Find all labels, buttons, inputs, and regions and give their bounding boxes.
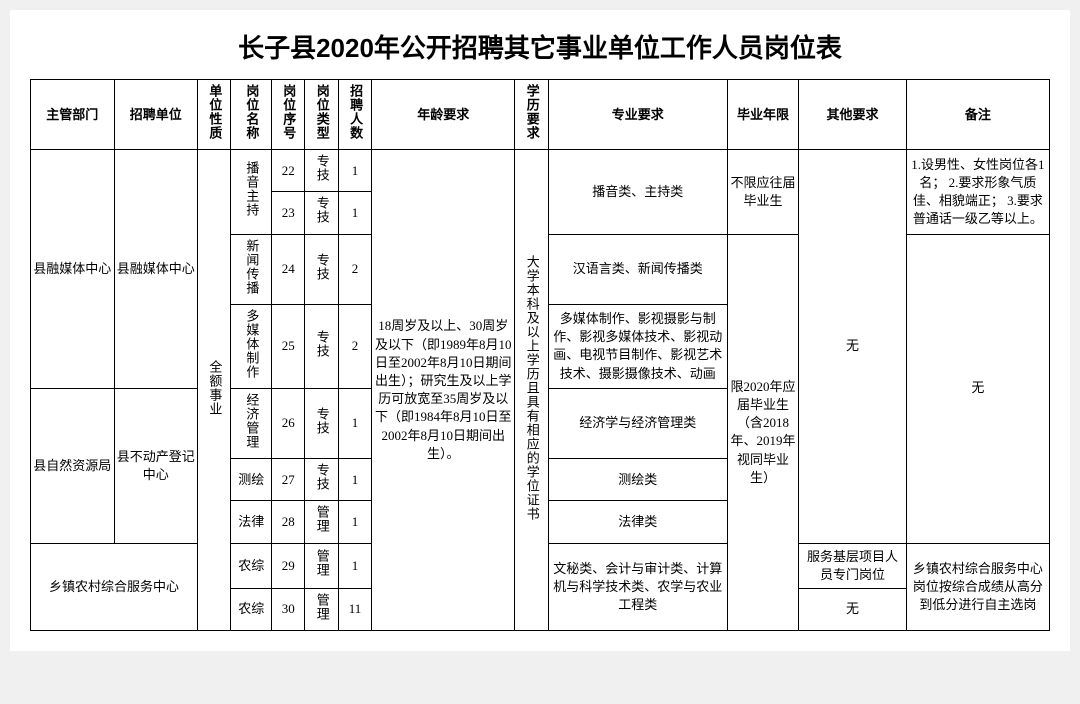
cell-seq: 27 [272,459,305,501]
cell-ptype: 专技 [305,459,338,501]
col-unit: 招聘单位 [114,80,198,150]
col-count: 招聘人数 [338,80,371,150]
col-note: 备注 [906,80,1049,150]
cell-note: 无 [906,234,1049,543]
cell-seq: 23 [272,192,305,234]
col-other: 其他要求 [799,80,906,150]
cell-pname: 测绘 [231,459,272,501]
cell-pname: 播音主持 [231,150,272,234]
cell-ptype: 管理 [305,588,338,630]
page-title: 长子县2020年公开招聘其它事业单位工作人员岗位表 [30,20,1050,79]
cell-ptype: 管理 [305,501,338,543]
cell-seq: 25 [272,304,305,388]
col-ptype: 岗位类型 [305,80,338,150]
col-age: 年龄要求 [372,80,515,150]
cell-edu: 大学本科及以上学历且具有相应的学位证书 [515,150,548,631]
cell-count: 1 [338,459,371,501]
cell-other: 服务基层项目人员专门岗位 [799,543,906,588]
cell-major: 汉语言类、新闻传播类 [548,234,727,304]
cell-major: 多媒体制作、影视摄影与制作、影视多媒体技术、影视动画、电视节目制作、影视艺术技术… [548,304,727,388]
cell-count: 11 [338,588,371,630]
cell-pname: 新闻传播 [231,234,272,304]
cell-unit: 县融媒体中心 [114,150,198,389]
cell-seq: 26 [272,388,305,458]
cell-seq: 29 [272,543,305,588]
table-row: 县融媒体中心 县融媒体中心 全额事业 播音主持 22 专技 1 18周岁及以上、… [31,150,1050,192]
cell-count: 1 [338,192,371,234]
cell-count: 1 [338,501,371,543]
col-seq: 岗位序号 [272,80,305,150]
cell-count: 2 [338,304,371,388]
cell-ptype: 专技 [305,150,338,192]
cell-seq: 24 [272,234,305,304]
cell-ptype: 管理 [305,543,338,588]
cell-other: 无 [799,150,906,543]
cell-pname: 多媒体制作 [231,304,272,388]
cell-nature: 全额事业 [198,150,231,631]
cell-ptype: 专技 [305,304,338,388]
cell-count: 1 [338,543,371,588]
document-page: 长子县2020年公开招聘其它事业单位工作人员岗位表 主管部门 招聘单位 单位性质… [10,10,1070,651]
col-edu: 学历要求 [515,80,548,150]
cell-dept: 乡镇农村综合服务中心 [31,543,198,631]
col-major: 专业要求 [548,80,727,150]
col-pname: 岗位名称 [231,80,272,150]
cell-pname: 农综 [231,543,272,588]
cell-dept: 县自然资源局 [31,388,115,543]
cell-pname: 经济管理 [231,388,272,458]
cell-major: 测绘类 [548,459,727,501]
cell-ptype: 专技 [305,388,338,458]
cell-dept: 县融媒体中心 [31,150,115,389]
cell-unit: 县不动产登记中心 [114,388,198,543]
cell-note: 乡镇农村综合服务中心岗位按综合成绩从高分到低分进行自主选岗 [906,543,1049,631]
cell-major: 经济学与经济管理类 [548,388,727,458]
cell-count: 1 [338,388,371,458]
cell-major: 播音类、主持类 [548,150,727,234]
cell-count: 1 [338,150,371,192]
col-nature: 单位性质 [198,80,231,150]
cell-grad: 限2020年应届毕业生（含2018年、2019年视同毕业生） [727,234,799,631]
table-header-row: 主管部门 招聘单位 单位性质 岗位名称 岗位序号 岗位类型 招聘人数 年龄要求 … [31,80,1050,150]
cell-seq: 30 [272,588,305,630]
cell-other: 无 [799,588,906,630]
col-grad: 毕业年限 [727,80,799,150]
cell-ptype: 专技 [305,192,338,234]
cell-pname: 法律 [231,501,272,543]
cell-grad: 不限应往届毕业生 [727,150,799,234]
positions-table: 主管部门 招聘单位 单位性质 岗位名称 岗位序号 岗位类型 招聘人数 年龄要求 … [30,79,1050,631]
cell-major: 法律类 [548,501,727,543]
cell-age: 18周岁及以上、30周岁及以下（即1989年8月10日至2002年8月10日期间… [372,150,515,631]
col-dept: 主管部门 [31,80,115,150]
cell-seq: 22 [272,150,305,192]
cell-major: 文秘类、会计与审计类、计算机与科学技术类、农学与农业工程类 [548,543,727,631]
cell-pname: 农综 [231,588,272,630]
cell-count: 2 [338,234,371,304]
cell-seq: 28 [272,501,305,543]
cell-note: 1.设男性、女性岗位各1名； 2.要求形象气质佳、相貌端正； 3.要求普通话一级… [906,150,1049,234]
cell-ptype: 专技 [305,234,338,304]
